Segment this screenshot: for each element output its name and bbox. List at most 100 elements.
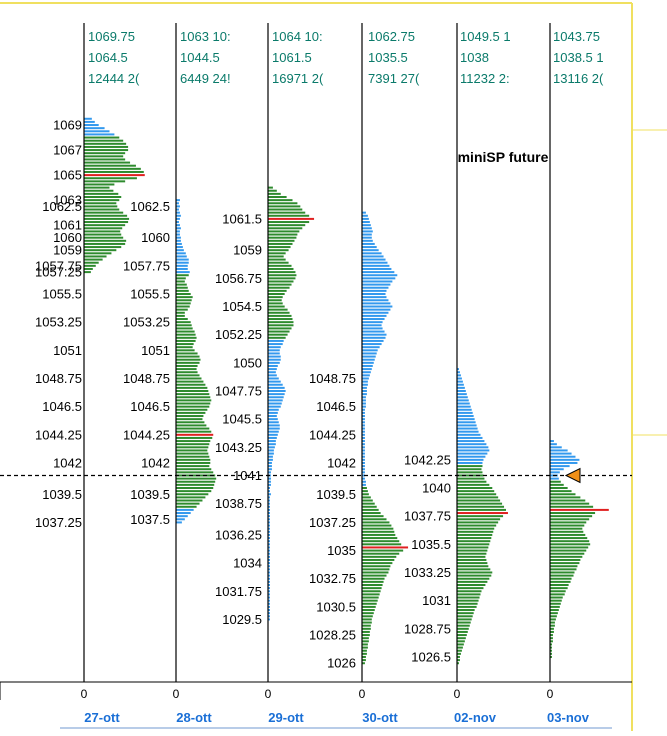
profile-bar: [176, 255, 187, 258]
profile-bar: [457, 499, 501, 502]
profile-bar: [268, 286, 290, 289]
profile-bar: [268, 590, 270, 593]
profile-bar: [362, 333, 387, 336]
session-header-value: 1038: [460, 50, 489, 65]
profile-bar: [268, 318, 293, 321]
profile-bar: [362, 480, 366, 483]
profile-bar: [550, 565, 578, 568]
profile-bar: [550, 627, 554, 630]
profile-bar: [176, 386, 208, 389]
profile-bar: [84, 120, 95, 123]
profile-bar: [457, 615, 473, 618]
profile-bar: [268, 596, 270, 599]
profile-bar: [362, 327, 383, 330]
profile-bar: [268, 355, 281, 358]
profile-bar: [176, 364, 198, 367]
profile-bar: [268, 615, 270, 618]
profile-bar: [268, 555, 270, 558]
profile-bar: [362, 264, 390, 267]
profile-bar: [362, 258, 386, 261]
profile-bar: [84, 142, 127, 145]
profile-bar: [550, 527, 583, 530]
profile-bar: [362, 515, 384, 518]
date-label: 27-ott: [84, 710, 120, 725]
profile-bar: [457, 627, 469, 630]
profile-bar: [457, 543, 490, 546]
profile-bar: [84, 236, 124, 239]
profile-bar: [268, 440, 276, 443]
profile-bar: [176, 430, 212, 433]
profile-bar: [550, 612, 558, 615]
profile-bar: [84, 183, 115, 186]
profile-bar: [457, 411, 473, 414]
profile-bar: [457, 518, 501, 521]
x-tick-label: 0: [454, 687, 461, 701]
profile-bar: [84, 211, 124, 214]
profile-bar: [362, 552, 400, 555]
profile-bar: [550, 618, 556, 621]
price-label: 1057.25: [35, 265, 82, 280]
profile-bar: [362, 374, 370, 377]
profile-bar: [362, 512, 381, 515]
session-header-value: 1038.5 1: [553, 50, 604, 65]
profile-bar: [362, 277, 396, 280]
profile-bar: [268, 324, 294, 327]
profile-bar: [362, 274, 398, 277]
profile-bar: [362, 533, 396, 536]
price-label: 1065: [53, 168, 82, 183]
price-label: 1043.25: [215, 440, 262, 455]
profile-bar: [362, 321, 383, 324]
profile-bar: [550, 602, 561, 605]
profile-bar: [268, 186, 273, 189]
profile-bar: [457, 643, 464, 646]
profile-bar: [362, 293, 386, 295]
profile-bar: [550, 590, 566, 593]
profile-bar: [362, 468, 365, 471]
profile-bar: [457, 458, 484, 461]
profile-bar: [176, 471, 214, 474]
profile-bar: [550, 468, 564, 471]
profile-bar: [457, 452, 488, 455]
profile-bar: [362, 261, 388, 264]
profile-bar: [457, 399, 469, 402]
profile-bar: [362, 649, 367, 652]
profile-bar: [268, 618, 270, 621]
profile-bar: [550, 552, 585, 555]
profile-bar: [362, 358, 375, 361]
profile-bar: [84, 139, 124, 142]
profile-bar: [550, 490, 572, 493]
session-header-value: 1043.75: [553, 29, 600, 44]
profile-bar: [268, 599, 270, 602]
price-label: 1057.75: [123, 258, 170, 273]
profile-bar: [268, 558, 270, 561]
profile-bar: [457, 646, 463, 649]
profile-bar: [268, 333, 288, 336]
profile-bar: [550, 461, 578, 464]
profile-bar: [176, 368, 197, 371]
profile-bar: [362, 593, 380, 596]
profile-bar: [268, 502, 270, 505]
profile-bar: [457, 659, 460, 662]
price-label: 1069: [53, 118, 82, 133]
profile-bar: [457, 405, 471, 408]
profile-bar: [457, 493, 497, 496]
profile-bar: [268, 527, 270, 530]
profile-bar: [362, 605, 376, 608]
profile-bar: [268, 321, 294, 324]
profile-bar: [176, 267, 188, 270]
profile-bar: [362, 537, 398, 540]
profile-bar: [457, 602, 478, 605]
profile-bar: [550, 609, 559, 612]
profile-bar: [176, 321, 191, 324]
profile-bar: [268, 540, 270, 543]
profile-bar: [268, 239, 295, 242]
profile-bar: [268, 449, 274, 452]
profile-bar: [176, 346, 193, 349]
profile-bar: [176, 518, 185, 521]
profile-bar: [362, 324, 382, 327]
profile-bar: [176, 314, 185, 317]
profile-bar: [362, 233, 372, 236]
profile-bar: [362, 590, 381, 593]
profile-bar: [268, 336, 286, 339]
